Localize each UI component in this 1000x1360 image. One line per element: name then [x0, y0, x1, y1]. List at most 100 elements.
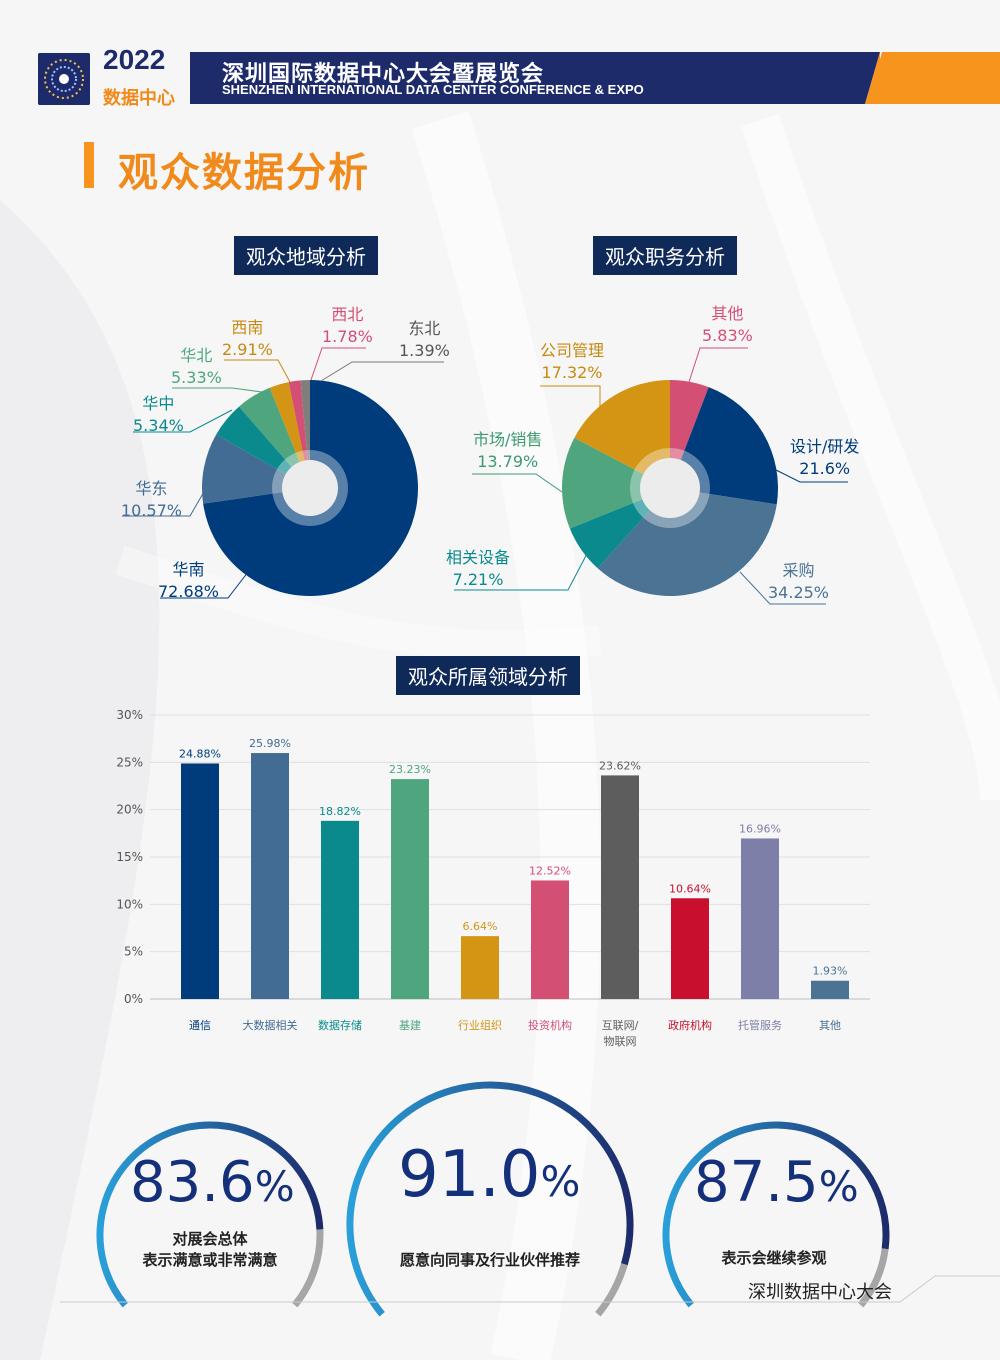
bar-category-label-8: 托管服务 [738, 1018, 782, 1032]
bar-title: 观众所属领域分析 [396, 656, 580, 695]
section-accent-bar [84, 142, 94, 188]
bar-value-label-6: 23.62% [599, 759, 641, 772]
pie2-label-marketing: 市场/销售 13.79% [473, 430, 543, 471]
pie1-label-huadong: 华东 10.57% [121, 479, 183, 520]
pie1-label-huanan: 华南 72.68% [158, 560, 220, 601]
bar-ytick-5: 25% [116, 755, 143, 769]
bar-value-label-8: 16.96% [739, 822, 781, 835]
gauge1-caption: 对展会总体 表示满意或非常满意 [142, 1230, 278, 1269]
pie2-slice-2 [597, 488, 777, 596]
bar-1 [251, 753, 289, 999]
footer-text: 深圳数据中心大会 [748, 1282, 892, 1303]
bar-ytick-3: 15% [116, 850, 143, 864]
bar-2 [321, 820, 359, 999]
bar-ytick-0: 0% [124, 992, 143, 1006]
bar-9 [811, 980, 849, 999]
header-year: 2022 [103, 44, 166, 75]
gauge3-rest-arc [858, 1248, 889, 1308]
pie1-leader-6 [320, 361, 444, 382]
bar-value-label-7: 10.64% [669, 882, 711, 895]
pie2-label-purchase: 采购 34.25% [768, 561, 830, 602]
event-logo [38, 53, 90, 105]
gauge1-fill-arc [96, 1121, 324, 1308]
pie2-label-equipment: 相关设备 7.21% [446, 548, 511, 589]
pie1-leader-0 [160, 571, 249, 599]
bar-category-label-3: 基建 [399, 1018, 421, 1032]
pie1-title: 观众地域分析 [234, 236, 378, 275]
bar-5 [531, 880, 569, 999]
bar-category-label-5: 投资机构 [528, 1018, 572, 1032]
pie2-slice-4 [562, 437, 670, 529]
gauge1-value: 83.6% [130, 1150, 295, 1215]
pie2-label-management: 公司管理 17.32% [540, 341, 605, 382]
pie2-leader-3 [454, 547, 591, 591]
bar-category-label-0: 通信 [189, 1019, 211, 1032]
header-subtitle: 数据中心 [103, 88, 175, 109]
gauge3-fill-arc [662, 1121, 890, 1308]
bar-0 [181, 763, 219, 999]
pie2-title: 观众职务分析 [593, 236, 737, 275]
bar-value-label-0: 24.88% [179, 747, 221, 760]
bar-ytick-2: 10% [116, 897, 143, 911]
bar-category-label-6-1: 物联网 [604, 1034, 637, 1048]
gauge3-value: 87.5% [694, 1150, 859, 1215]
pie2-label-other: 其他 5.83% [702, 304, 753, 345]
bar-category-label-7: 政府机构 [668, 1018, 712, 1032]
bar-ytick-6: 30% [116, 708, 143, 722]
bar-7 [671, 898, 709, 999]
header-title-en: SHENZHEN INTERNATIONAL DATA CENTER CONFE… [222, 82, 644, 97]
gauge1-rest-arc [292, 1229, 324, 1308]
bar-value-label-9: 1.93% [813, 965, 848, 978]
pie1-slice-4 [269, 382, 310, 488]
bar-category-label-2: 数据存储 [318, 1018, 362, 1032]
bar-3 [391, 779, 429, 999]
gauge2-caption: 愿意向同事及行业伙伴推荐 [399, 1251, 580, 1269]
gauge2-fill-arc [346, 1081, 634, 1317]
pie2-leader-2 [739, 571, 826, 605]
gauge3-caption: 表示会继续参观 [721, 1249, 827, 1267]
pie1-leader-1 [122, 489, 206, 517]
pie1-label-dongbei: 东北 1.39% [399, 319, 450, 360]
pie1-leader-3 [172, 387, 263, 393]
pie2-leader-1 [775, 469, 848, 483]
header-orange-tab [868, 52, 1000, 104]
section-title: 观众数据分析 [118, 150, 370, 196]
pie1-slice-2 [216, 406, 310, 488]
pie2-slice-5 [574, 380, 670, 488]
bar-value-label-2: 18.82% [319, 805, 361, 818]
pie1-leader-4 [224, 359, 291, 383]
pie2-slice-3 [569, 488, 670, 569]
footer-lines [60, 1275, 1000, 1303]
bar-category-label-9: 其他 [819, 1019, 841, 1032]
bar-value-label-5: 12.52% [529, 864, 571, 877]
pie2-hole [640, 458, 700, 518]
bar-ytick-1: 5% [124, 945, 143, 959]
pie1-slice-3 [239, 387, 310, 488]
pie1-leader-2 [133, 409, 233, 433]
pie1-label-xibei: 西北 1.78% [322, 305, 373, 346]
pie1-hole [282, 460, 338, 516]
bar-value-label-1: 25.98% [249, 737, 291, 750]
bar-category-label-6: 互联网/ [602, 1019, 639, 1032]
bar-value-label-3: 23.23% [389, 763, 431, 776]
pie2-label-design: 设计/研发 21.6% [790, 437, 860, 478]
pie2-leader-5 [540, 385, 601, 410]
bar-category-label-1: 大数据相关 [243, 1018, 298, 1032]
pie1-label-huabei: 华北 5.33% [171, 346, 222, 387]
pie2-leader-4 [472, 473, 563, 493]
pie1-label-xinan: 西南 2.91% [222, 318, 273, 359]
header-title: 深圳国际数据中心大会暨展览会 [222, 62, 545, 87]
pie2-leader-0 [688, 347, 748, 383]
pie1-leader-5 [310, 347, 366, 381]
bar-4 [461, 936, 499, 999]
gauge2-rest-arc [595, 1263, 628, 1317]
bar-6 [601, 775, 639, 999]
gauge2-value: 91.0% [398, 1138, 581, 1212]
pie1-label-huazhong: 华中 5.34% [133, 394, 184, 435]
bar-ytick-4: 20% [116, 803, 143, 817]
bar-value-label-4: 6.64% [463, 920, 498, 933]
bar-8 [741, 838, 779, 999]
bar-category-label-4: 行业组织 [458, 1018, 502, 1032]
